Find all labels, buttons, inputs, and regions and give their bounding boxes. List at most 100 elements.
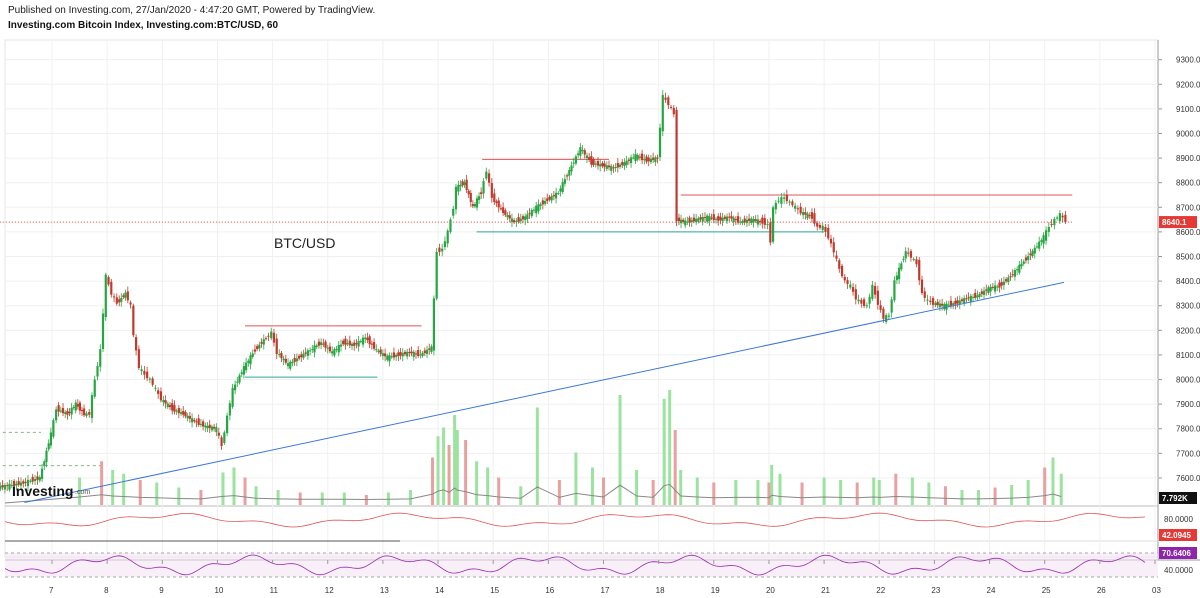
candle-body: [506, 214, 509, 218]
price-tick-label: 9000.0: [1176, 129, 1200, 138]
candle-body: [410, 351, 413, 354]
candle-body: [832, 242, 835, 253]
symbol-title: Investing.com Bitcoin Index, Investing.c…: [8, 20, 279, 31]
candle-body: [601, 163, 604, 167]
candle-body: [267, 335, 270, 337]
candle-body: [457, 184, 460, 192]
stochastic-tag-bg: [1159, 529, 1197, 541]
candle-body: [264, 338, 268, 340]
candle-body: [1007, 277, 1010, 283]
candle-body: [132, 305, 135, 336]
volume-bar: [276, 490, 280, 505]
time-tick-label: 03: [1152, 586, 1161, 595]
candle-body: [370, 343, 373, 345]
candle-body: [902, 259, 905, 261]
candle-body: [164, 400, 167, 404]
candle-body: [419, 354, 422, 356]
candle-body: [304, 352, 307, 354]
volume-bar: [138, 480, 142, 505]
volume-bar: [453, 415, 457, 505]
candle-body: [311, 348, 314, 350]
volume-bar: [1026, 480, 1030, 505]
volume-bar: [618, 395, 622, 505]
time-axis[interactable]: 7 8 9 10 11 12 13 14 15 16 17 18 19 20 21 22 23 24 25 26 03: [49, 560, 1161, 595]
volume-bar: [1059, 473, 1063, 505]
candle-body: [399, 351, 402, 356]
candle-body: [195, 421, 198, 423]
candle-body: [317, 341, 321, 346]
candle-body: [297, 355, 301, 359]
candle-body: [510, 218, 514, 223]
volume-bar: [464, 440, 468, 505]
candle-body: [497, 200, 500, 208]
candle-body: [998, 282, 1001, 288]
candle-body: [625, 160, 628, 165]
volume-bar: [673, 430, 677, 505]
time-tick-label: 10: [214, 586, 223, 595]
candle-body: [871, 284, 874, 299]
candle-body: [829, 238, 833, 244]
volume-bar: [993, 487, 997, 505]
volume-bar: [408, 490, 412, 505]
candle-body: [649, 158, 653, 163]
candle-body: [938, 303, 942, 308]
candle-body: [0, 486, 2, 490]
candle-body: [430, 346, 433, 352]
volume-bar: [894, 473, 898, 505]
trend-line[interactable]: [24, 281, 1065, 504]
candle-body: [452, 208, 455, 216]
time-tick-label: 26: [1097, 586, 1106, 595]
candle-body: [324, 341, 327, 348]
candle-body: [386, 355, 389, 360]
candle-body: [384, 353, 387, 357]
candle-body: [577, 153, 580, 156]
volume-bar: [177, 487, 181, 505]
volume-bar: [590, 467, 594, 505]
candle-body: [918, 259, 921, 281]
price-tick-label: 8300.0: [1176, 302, 1200, 311]
candle-body: [90, 395, 94, 418]
price-tick-label: 9200.0: [1176, 80, 1200, 89]
candle-body: [920, 279, 924, 294]
candle-body: [493, 193, 496, 202]
candle-body: [554, 192, 558, 199]
candle-body: [38, 477, 41, 481]
candle-body: [475, 198, 479, 208]
candle-body: [247, 360, 250, 363]
candle-body: [1035, 246, 1039, 248]
candle-body: [52, 420, 55, 437]
candle-body: [777, 200, 780, 202]
candle-body: [55, 409, 58, 421]
candle-body: [459, 185, 462, 187]
candle-body: [1024, 257, 1028, 261]
candle-body: [708, 216, 711, 222]
candle-body: [463, 182, 466, 185]
candle-body: [550, 196, 553, 201]
stochastic-tick-label: 80.0000: [1164, 515, 1193, 524]
volume-bar: [960, 490, 964, 505]
time-tick-label: 24: [987, 586, 996, 595]
candle-body: [359, 341, 362, 343]
candle-body: [517, 217, 520, 222]
candle-body: [1000, 282, 1003, 286]
candle-body: [566, 175, 569, 177]
candle-body: [61, 408, 65, 414]
candle-body: [1033, 247, 1036, 254]
volume-bar: [778, 473, 782, 505]
candle-body: [118, 299, 121, 303]
rsi-tag-bg: [1159, 547, 1197, 559]
candle-body: [581, 150, 584, 152]
price-axis[interactable]: 9300.0 9200.0 9100.0 9000.0 8900.0 8800.0 8700…: [1158, 56, 1200, 575]
candle-body: [592, 159, 595, 166]
candle-body: [179, 412, 183, 414]
candle-body: [967, 297, 970, 299]
time-tick-label: 25: [1042, 586, 1051, 595]
candle-body: [469, 193, 472, 202]
candle-body: [614, 166, 617, 168]
candle-body: [348, 340, 351, 346]
candle-body: [1040, 240, 1043, 242]
candle-body: [652, 157, 655, 160]
candle-body: [605, 165, 608, 169]
candle-body: [710, 217, 713, 219]
